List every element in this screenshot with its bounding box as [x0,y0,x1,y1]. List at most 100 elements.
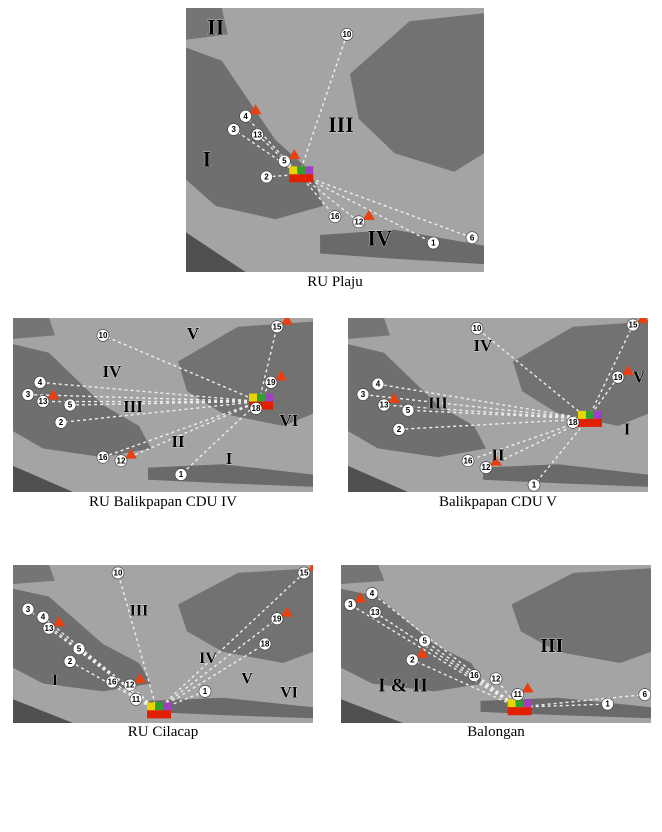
node-label: 1 [179,470,184,479]
refinery-block [508,699,516,707]
node-label: 15 [300,569,309,578]
refinery-block [516,707,524,715]
node-label: 3 [26,605,31,614]
node-label: 2 [68,657,73,666]
map-panel: 43135216121116IIII & II [341,565,651,723]
refinery-block [305,166,313,174]
region-label: V [187,324,200,343]
node-label: 1 [532,481,537,490]
node-label: 5 [422,636,427,645]
region-label: IV [367,226,392,251]
land [348,318,390,339]
node-label: 12 [126,681,135,690]
region-label: I & II [378,674,428,696]
node-label: 5 [68,401,73,410]
node-label: 16 [99,453,108,462]
refinery-block [305,174,313,182]
refinery-block [594,411,602,419]
refinery-block [257,394,265,402]
node-label: 2 [397,425,402,434]
map-panel: 1015431352191816121VIVIIIIIIVI [13,318,313,492]
node-label: 19 [614,373,623,382]
panel-caption: RU Cilacap [13,724,313,741]
land [13,565,55,584]
refinery-block [249,394,257,402]
node-label: 1 [605,700,610,709]
node-label: 16 [108,678,117,687]
refinery-block [265,402,273,410]
panel-caption: Balongan [341,724,651,741]
refinery-block [163,710,171,718]
node-label: 10 [99,331,108,340]
refinery-block [297,166,305,174]
node-label: 16 [464,456,473,465]
node-label: 3 [231,125,236,134]
region-label: V [241,671,253,688]
region-label: V [633,367,646,386]
region-label: IV [199,650,217,667]
node-label: 19 [267,378,276,387]
refinery-block [155,702,163,710]
refinery-block [155,710,163,718]
node-label: 3 [348,600,353,609]
node-label: 12 [492,674,501,683]
node-label: 4 [38,378,43,387]
region-label: III [328,112,354,137]
panel-caption: Balikpapan CDU V [348,494,648,511]
node-label: 1 [203,687,208,696]
refinery-block [594,419,602,427]
node-label: 4 [41,613,46,622]
refinery-block [289,174,297,182]
region-label: IV [103,362,123,381]
node-label: 10 [342,30,351,39]
node-label: 6 [643,690,648,699]
panel-caption: RU Balikpapan CDU IV [13,494,313,511]
refinery-block [147,702,155,710]
node-label: 16 [331,212,340,221]
node-label: 18 [261,640,270,649]
map-panel: 1015431352191816121IVIIIIIIV [348,318,648,492]
refinery-block [578,411,586,419]
map-panel: 10431352161216IIIIIIIV [186,8,484,272]
node-label: 16 [470,671,479,680]
node-label: 19 [273,614,282,623]
region-label: I [226,449,233,468]
node-label: 13 [253,130,262,139]
node-label: 4 [370,589,375,598]
refinery-block [265,394,273,402]
region-label: II [171,432,185,451]
region-label: VI [280,411,299,430]
node-label: 18 [569,418,578,427]
region-label: III [540,635,564,657]
node-label: 2 [410,655,415,664]
node-label: 3 [361,390,366,399]
node-label: 4 [376,380,381,389]
node-label: 12 [354,217,363,226]
figure: 10431352161216IIIIIIIVRU Plaju1015431352… [0,0,662,832]
node-label: 5 [282,157,287,166]
node-label: 12 [482,463,491,472]
node-label: 5 [77,644,82,653]
refinery-block [586,411,594,419]
node-label: 10 [114,569,123,578]
node-label: 4 [243,112,248,121]
land [13,318,55,339]
region-label: VI [280,685,298,702]
refinery-block [524,699,532,707]
region-label: III [130,603,149,620]
node-label: 18 [252,404,261,413]
node-label: 13 [371,608,380,617]
node-label: 13 [380,401,389,410]
region-label: I [624,420,631,439]
refinery-block [297,174,305,182]
node-label: 10 [473,324,482,333]
refinery-block [289,166,297,174]
refinery-block [147,710,155,718]
land [341,565,384,584]
node-label: 2 [264,173,269,182]
node-label: 1 [431,239,436,248]
map-panel: 101543135219181612111IIIIVVVII [13,565,313,723]
refinery-block [586,419,594,427]
node-label: 11 [132,695,141,704]
node-label: 15 [629,321,638,330]
